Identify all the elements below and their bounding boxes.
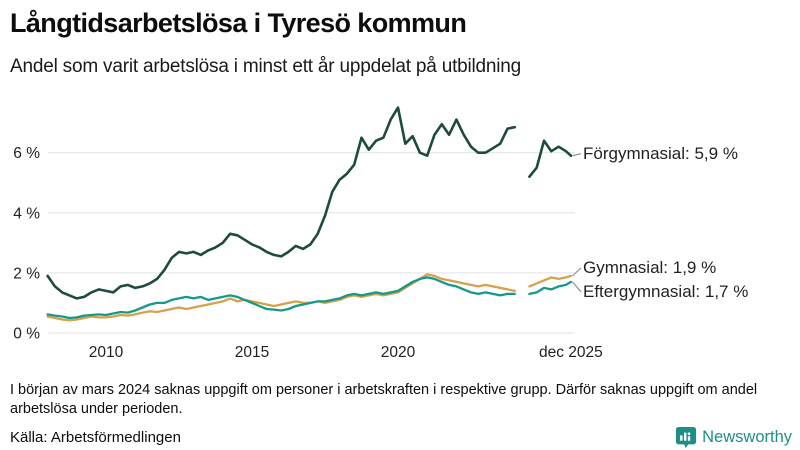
series-line-eftergymnasial — [528, 280, 573, 296]
data-gap-note: I början av mars 2024 saknas uppgift om … — [10, 382, 758, 417]
annotation-connector — [572, 267, 582, 277]
series-line-gymnasial — [46, 273, 516, 322]
series-line-eftergymnasial — [46, 276, 516, 320]
x-tick-label: 2015 — [235, 344, 269, 361]
source-credit: Källa: Arbetsförmedlingen — [10, 429, 181, 446]
series-label-eftergymnasial: Eftergymnasial: 1,7 % — [583, 281, 749, 301]
x-tick-label: 2010 — [89, 344, 124, 361]
x-tick-label: dec 2025 — [539, 344, 603, 361]
series-line-gymnasial — [528, 274, 573, 288]
x-tick-label: 2020 — [381, 344, 416, 361]
annotation-connector — [572, 153, 582, 157]
page-title: Långtidsarbetslösa i Tyresö kommun — [10, 8, 467, 38]
page-subtitle: Andel som varit arbetslösa i minst ett å… — [10, 56, 522, 77]
annotation-connector — [572, 281, 582, 293]
y-tick-label: 4 % — [13, 205, 40, 222]
y-tick-label: 0 % — [13, 326, 40, 343]
series-label-gymnasial: Gymnasial: 1,9 % — [583, 257, 717, 277]
newsworthy-logo[interactable]: Newsworthy — [675, 426, 792, 449]
series-label-forgymnasial: Förgymnasial: 5,9 % — [583, 143, 738, 163]
newsworthy-wordmark: Newsworthy — [702, 428, 792, 446]
y-tick-label: 6 % — [13, 145, 40, 162]
line-chart: 0 % 2 % 4 % 6 % 2010 2015 2020 dec 2025 — [13, 106, 603, 361]
newsworthy-chart-bubble-icon — [676, 426, 697, 449]
series-line-forgymnasial — [528, 139, 573, 178]
series-line-forgymnasial — [46, 106, 517, 300]
y-tick-label: 2 % — [13, 265, 40, 282]
